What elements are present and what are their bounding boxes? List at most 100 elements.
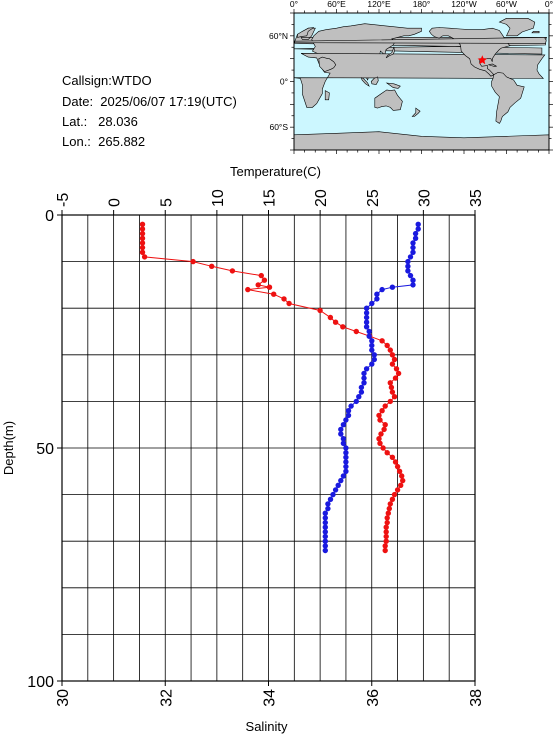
depth-tick-label: 50 bbox=[36, 441, 54, 458]
temperature-point bbox=[392, 375, 399, 381]
temperature-point bbox=[381, 426, 387, 433]
map-land-18 bbox=[487, 63, 497, 67]
salinity-point bbox=[335, 482, 341, 488]
map-land-9 bbox=[360, 77, 370, 87]
date-text: Date: 2025/06/07 17:19(UTC) bbox=[62, 94, 237, 109]
salinity-point bbox=[361, 380, 367, 386]
salinity-point bbox=[343, 417, 349, 423]
salinity-point bbox=[343, 463, 349, 470]
salinity-point bbox=[405, 258, 411, 265]
salinity-point bbox=[369, 342, 375, 349]
temperature-point bbox=[378, 431, 384, 437]
temperature-point bbox=[209, 263, 215, 269]
temperature-point bbox=[317, 307, 323, 314]
salinity-axis-title: Salinity bbox=[246, 719, 288, 734]
temperature-point bbox=[386, 505, 392, 512]
temperature-point bbox=[400, 477, 406, 484]
temperature-point bbox=[379, 408, 385, 414]
temp-tick-label: 15 bbox=[262, 189, 279, 207]
salinity-point bbox=[330, 491, 336, 498]
longitude-text: Lon.: 265.882 bbox=[62, 134, 146, 149]
temperature-point bbox=[229, 268, 236, 274]
salinity-tick-label: 38 bbox=[468, 689, 485, 707]
temperature-point bbox=[139, 226, 146, 232]
salinity-point bbox=[322, 547, 328, 554]
salinity-point bbox=[322, 524, 328, 530]
salinity-point bbox=[363, 319, 370, 325]
salinity-point bbox=[338, 426, 344, 433]
salinity-point bbox=[345, 408, 352, 414]
salinity-point bbox=[327, 496, 334, 502]
temperature-point bbox=[384, 342, 390, 349]
temperature-point bbox=[383, 533, 389, 540]
salinity-tick-label: 32 bbox=[158, 689, 175, 707]
salinity-point bbox=[369, 338, 375, 344]
salinity-tick-label: 30 bbox=[55, 689, 72, 707]
salinity-point bbox=[358, 389, 365, 395]
temperature-point bbox=[387, 398, 393, 405]
salinity-point bbox=[371, 356, 377, 363]
salinity-point bbox=[410, 244, 416, 251]
temp-tick-label: -5 bbox=[55, 193, 72, 207]
temperature-point bbox=[271, 291, 277, 297]
salinity-point bbox=[343, 454, 349, 460]
temperature-point bbox=[380, 445, 386, 451]
map-land-17 bbox=[531, 30, 540, 34]
salinity-point bbox=[322, 543, 328, 549]
temperature-point bbox=[382, 547, 388, 554]
temperature-point bbox=[266, 284, 273, 290]
depth-tick-label: 0 bbox=[45, 208, 54, 225]
salinity-point bbox=[340, 440, 347, 446]
temperature-point bbox=[139, 230, 146, 237]
salinity-point bbox=[343, 459, 349, 465]
latitude-text: Lat.: 28.036 bbox=[62, 114, 138, 129]
map-land-4 bbox=[324, 90, 330, 101]
salinity-point bbox=[325, 501, 331, 507]
map-lon-label: 0° bbox=[290, 0, 298, 9]
salinity-point bbox=[353, 398, 359, 405]
temperature-point bbox=[327, 314, 334, 321]
temperature-point bbox=[245, 286, 251, 293]
temperature-point bbox=[261, 277, 268, 283]
temperature-point bbox=[353, 328, 359, 335]
map-land-6 bbox=[374, 89, 403, 111]
temperature-point bbox=[139, 244, 146, 251]
salinity-point bbox=[415, 221, 421, 227]
salinity-point bbox=[369, 347, 375, 353]
map-land-14 bbox=[491, 72, 525, 124]
map-lat-label: 0° bbox=[280, 77, 288, 87]
temperature-point bbox=[395, 370, 402, 377]
salinity-point bbox=[410, 240, 416, 246]
temp-tick-label: 25 bbox=[365, 189, 382, 207]
temperature-axis-title: Temperature(C) bbox=[230, 164, 321, 179]
temperature-point bbox=[391, 491, 398, 498]
salinity-point bbox=[332, 487, 339, 493]
temperature-point bbox=[391, 356, 398, 363]
temperature-point bbox=[139, 235, 146, 241]
temperature-point bbox=[392, 459, 399, 465]
map-land-13 bbox=[498, 17, 536, 37]
temperature-point bbox=[391, 394, 398, 400]
salinity-point bbox=[361, 375, 367, 381]
salinity-point bbox=[369, 300, 375, 307]
salinity-point bbox=[407, 272, 414, 279]
temperature-point bbox=[385, 510, 391, 516]
temperature-point bbox=[384, 450, 390, 456]
salinity-point bbox=[340, 473, 347, 479]
salinity-point bbox=[363, 324, 370, 330]
depth-axis-title: Depth(m) bbox=[1, 421, 16, 475]
map-land-10 bbox=[385, 46, 395, 59]
temperature-point bbox=[382, 543, 388, 549]
map-lat-label: 60°N bbox=[269, 31, 288, 41]
temperature-point bbox=[389, 361, 396, 367]
salinity-point bbox=[322, 538, 328, 544]
temp-tick-label: 20 bbox=[313, 189, 330, 207]
temp-tick-label: 5 bbox=[158, 198, 175, 207]
salinity-point bbox=[410, 249, 416, 255]
map-land-16 bbox=[294, 37, 547, 44]
temperature-point bbox=[394, 487, 401, 493]
map-lon-label: 0° bbox=[545, 0, 553, 9]
temperature-point bbox=[383, 529, 389, 535]
salinity-point bbox=[345, 412, 352, 419]
temperature-point bbox=[393, 366, 400, 372]
